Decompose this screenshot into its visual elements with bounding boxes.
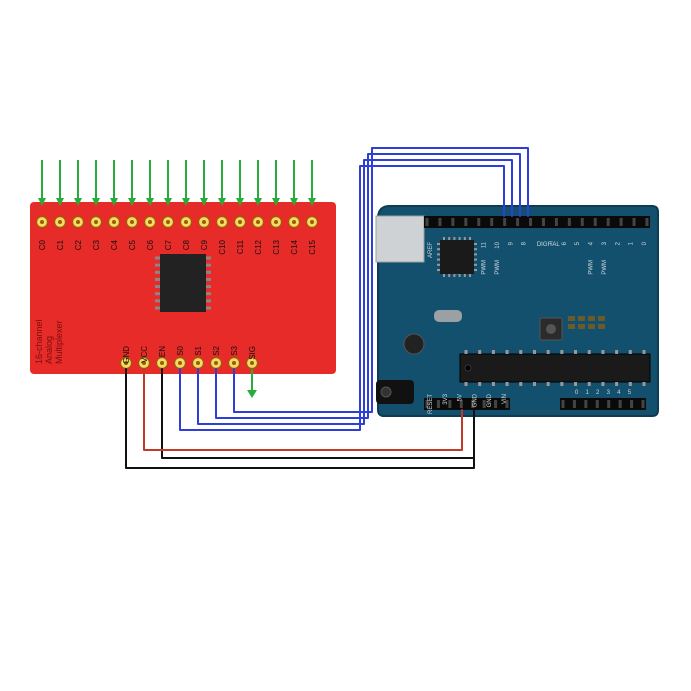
svg-text:5V: 5V (458, 394, 464, 401)
digital-header (424, 216, 650, 228)
mux-title-line: 16-channel (34, 319, 44, 364)
svg-text:C2: C2 (74, 239, 83, 250)
svg-text:S0: S0 (176, 345, 185, 355)
svg-text:10: 10 (495, 241, 501, 248)
svg-text:GND: GND (122, 346, 131, 364)
svg-text:C3: C3 (92, 239, 101, 250)
svg-text:PWM: PWM (482, 260, 488, 275)
svg-text:C5: C5 (128, 239, 137, 250)
mux-title-line: Multiplexer (54, 320, 64, 364)
atmega-dip (460, 354, 650, 382)
svg-text:SIG: SIG (248, 346, 257, 360)
svg-text:S3: S3 (230, 345, 239, 355)
svg-text:PWM: PWM (495, 260, 501, 275)
svg-text:C14: C14 (290, 239, 299, 254)
smd-ic (440, 240, 474, 274)
svg-text:DIGITAL: DIGITAL (537, 242, 561, 248)
svg-text:C13: C13 (272, 239, 281, 254)
svg-text:PWM: PWM (589, 260, 595, 275)
svg-text:C8: C8 (182, 239, 191, 250)
wiring-diagram: 16-channelAnalogMultiplexer C0 C1 C2 C3 C4 C5 C… (0, 0, 691, 691)
usb-port (376, 216, 424, 262)
power-header (424, 398, 510, 410)
svg-text:C9: C9 (200, 239, 209, 250)
crystal (434, 310, 462, 322)
svg-text:C10: C10 (218, 239, 227, 254)
svg-text:GND: GND (487, 393, 493, 407)
svg-text:EN: EN (158, 346, 167, 357)
mux-title-line: Analog (44, 336, 54, 364)
svg-text:AREF: AREF (428, 242, 434, 258)
svg-text:VIN: VIN (502, 394, 508, 404)
svg-text:RESET: RESET (428, 394, 434, 414)
svg-text:C11: C11 (236, 239, 245, 254)
svg-text:C15: C15 (308, 239, 317, 254)
svg-text:PWM: PWM (602, 260, 608, 275)
svg-text:GND: GND (472, 393, 478, 407)
svg-text:VCC: VCC (140, 346, 149, 363)
capacitor (404, 334, 424, 354)
svg-text:C1: C1 (56, 239, 65, 250)
svg-text:C4: C4 (110, 239, 119, 250)
svg-text:11: 11 (482, 241, 488, 248)
svg-text:3V3: 3V3 (443, 393, 449, 404)
svg-text:C0: C0 (38, 239, 47, 250)
analog-header (560, 398, 646, 410)
svg-text:S1: S1 (194, 345, 203, 355)
svg-text:C12: C12 (254, 239, 263, 254)
svg-text:C7: C7 (164, 239, 173, 250)
svg-text:C6: C6 (146, 239, 155, 250)
mux-ic (160, 254, 206, 312)
svg-text:S2: S2 (212, 345, 221, 355)
